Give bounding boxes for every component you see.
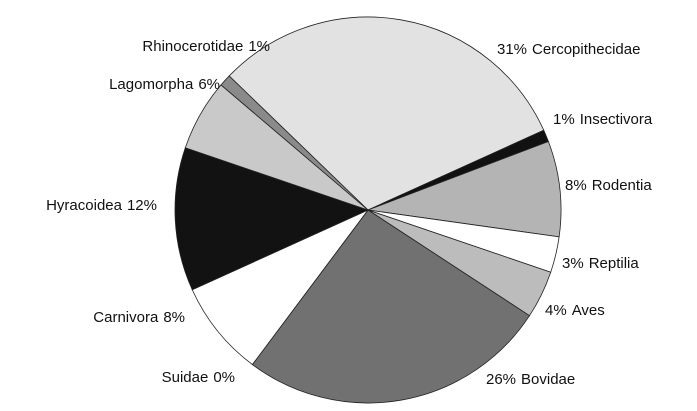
value-label: 8% <box>565 177 587 194</box>
value-label: 26% <box>486 371 516 388</box>
category-label: Lagomorpha <box>109 76 194 93</box>
category-label: Insectivora <box>580 111 653 128</box>
category-label: Reptilia <box>589 255 640 272</box>
value-label: 8% <box>163 309 185 326</box>
slice-label: 8% Rodentia <box>565 177 652 194</box>
category-label: Carnivora <box>93 309 159 326</box>
pie-slice <box>174 147 370 291</box>
value-label: 1% <box>553 111 575 128</box>
value-label: 31% <box>497 41 527 58</box>
slice-label: Carnivora 8% <box>93 309 185 326</box>
value-label: 6% <box>198 76 220 93</box>
slice-label: Lagomorpha 6% <box>109 76 220 93</box>
category-label: Rhinocerotidae <box>142 38 243 55</box>
pie-slice <box>367 140 562 238</box>
pie-slice <box>251 209 531 404</box>
slice-label: 31% Cercopithecidae <box>497 41 640 58</box>
slice-label: Rhinocerotidae 1% <box>142 38 270 55</box>
value-label: 12% <box>127 197 157 214</box>
category-label: Cercopithecidae <box>532 41 640 58</box>
pie-slice <box>220 75 369 211</box>
slice-label: Suidae 0% <box>162 369 235 386</box>
category-label: Aves <box>572 302 605 319</box>
value-label: 0% <box>213 369 235 386</box>
category-label: Hyracoidea <box>46 197 123 214</box>
category-label: Suidae <box>162 369 209 386</box>
category-label: Bovidae <box>521 371 575 388</box>
value-label: 1% <box>248 38 270 55</box>
pie-slice <box>228 16 545 211</box>
category-label: Rodentia <box>592 177 653 194</box>
pie-slice <box>191 209 369 366</box>
slice-label: 1% Insectivora <box>553 111 653 128</box>
value-label: 4% <box>545 302 567 319</box>
slice-label: Hyracoidea 12% <box>46 197 157 214</box>
slice-label: 26% Bovidae <box>486 371 575 388</box>
slice-label: 4% Aves <box>545 302 605 319</box>
value-label: 3% <box>562 255 584 272</box>
slice-label: 3% Reptilia <box>562 255 639 272</box>
